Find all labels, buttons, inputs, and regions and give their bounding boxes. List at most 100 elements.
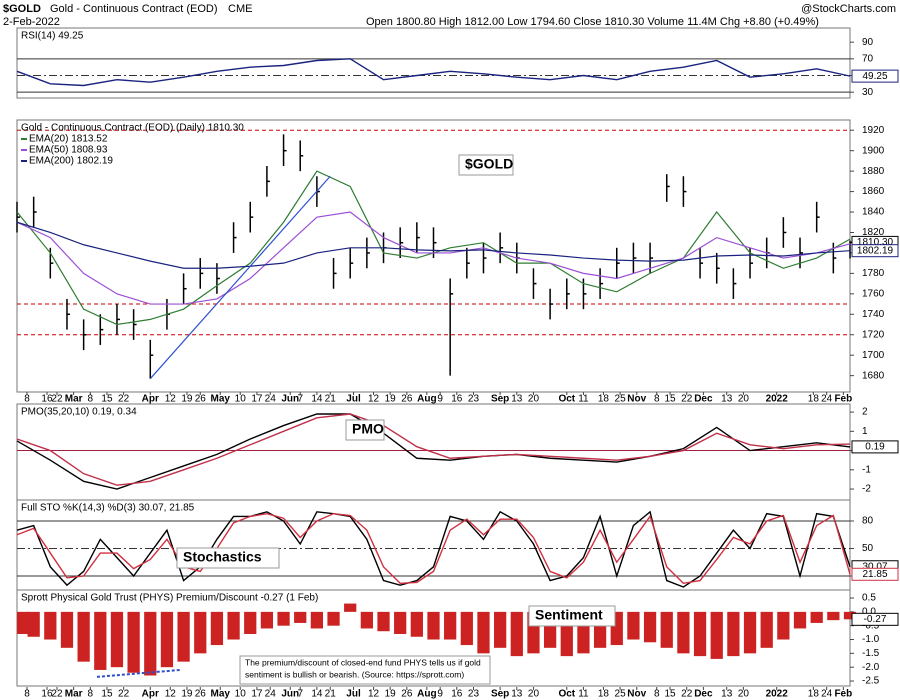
instrument-name: Gold - Continuous Contract (EOD): [50, 3, 218, 15]
x-tick-label: Nov: [627, 689, 646, 700]
panel-label: Sprott Physical Gold Trust (PHYS) Premiu…: [21, 593, 318, 604]
x-tick-label: 25: [615, 394, 627, 405]
bar: [377, 611, 390, 632]
bar: [827, 611, 840, 621]
series-line: [16, 413, 851, 486]
x-tick-label: Jul: [346, 394, 361, 405]
bar: [194, 611, 207, 654]
y-tick-label: 1740: [862, 309, 885, 320]
annotation: Stochastics: [183, 549, 262, 565]
value-tag-box: [851, 567, 899, 581]
y-tick-label: 1840: [862, 207, 885, 218]
date: 2-Feb-2022: [3, 16, 60, 28]
annotation-box: [176, 547, 280, 569]
x-tick-label: 7: [297, 689, 303, 700]
y-tick-label: 2: [862, 407, 868, 418]
value-tag: 1802.19: [857, 245, 894, 256]
series-line: [16, 58, 851, 87]
x-tick-label: 20: [528, 394, 540, 405]
bar: [94, 611, 107, 670]
bar: [410, 611, 423, 637]
x-tick-label: Oct: [558, 689, 575, 700]
x-tick-label: Feb: [834, 689, 852, 700]
y-tick-label: -2.5: [862, 676, 880, 687]
x-tick-label: May: [211, 394, 231, 405]
x-tick-label: 12: [368, 394, 380, 405]
bar: [210, 611, 224, 646]
bar: [427, 611, 440, 640]
x-tick-label: 26: [195, 394, 207, 405]
bar: [160, 611, 174, 668]
annotation-box: [528, 605, 616, 627]
x-tick-label: 15: [101, 394, 113, 405]
value-tag-box: [851, 244, 899, 258]
annotation: $GOLD: [465, 156, 513, 172]
panel-label: Gold - Continuous Contract (EOD) (Daily)…: [21, 123, 244, 134]
x-tick-label: Apr: [142, 689, 159, 700]
x-tick-label: Jun: [281, 689, 299, 700]
value-tag: 30.07: [862, 561, 887, 572]
x-tick-label: 21: [325, 394, 337, 405]
x-tick-label: 19: [181, 394, 193, 405]
x-tick-label: Jun: [281, 394, 299, 405]
bar: [660, 611, 673, 648]
series-line: [16, 211, 851, 305]
y-tick-label: -2.0: [862, 662, 880, 673]
bar: [743, 611, 757, 654]
x-tick-label: 19: [385, 394, 397, 405]
panel-label: RSI(14) 49.25: [21, 31, 84, 42]
y-tick-label: 1900: [862, 145, 885, 156]
y-tick-label: 30: [862, 87, 874, 98]
x-tick-label: 16: [41, 689, 53, 700]
x-tick-label: 12: [165, 394, 177, 405]
x-tick-label: 9: [437, 689, 443, 700]
note-line: sentiment is bullish or bearish. (Source…: [245, 669, 464, 679]
bar: [360, 611, 373, 629]
bar: [310, 611, 324, 629]
x-tick-label: Jul: [346, 689, 361, 700]
bar: [477, 611, 490, 654]
bar: [777, 611, 790, 640]
y-tick-label: -0.5: [862, 620, 880, 631]
panel-frame: [16, 27, 851, 99]
x-tick-label: 18: [598, 689, 610, 700]
bar: [710, 611, 723, 659]
bar: [810, 611, 823, 623]
x-tick-label: 22: [681, 689, 693, 700]
bar: [17, 611, 30, 634]
bar: [843, 611, 857, 620]
y-tick-label: 1720: [862, 329, 885, 340]
bar: [727, 611, 740, 657]
panel-label: PMO(35,20,10) 0.19, 0.34: [21, 407, 137, 418]
x-tick-label: 21: [325, 689, 337, 700]
annotation-box: [345, 419, 385, 441]
bar: [27, 611, 40, 637]
y-tick-label: 1680: [862, 370, 885, 381]
x-tick-label: 8: [654, 689, 660, 700]
bar: [394, 611, 407, 634]
exchange: CME: [228, 3, 252, 15]
x-tick-label: Feb: [834, 394, 852, 405]
bar: [177, 611, 190, 662]
y-tick-label: -1.0: [862, 634, 880, 645]
bar: [227, 611, 240, 640]
x-tick-label: 8: [24, 394, 30, 405]
y-tick-label: -2: [862, 484, 871, 495]
x-tick-label: 15: [665, 689, 677, 700]
bar: [444, 611, 457, 640]
y-tick-label: 1920: [862, 125, 885, 136]
x-tick-label: Sep: [491, 689, 509, 700]
bar: [277, 611, 290, 626]
y-tick-label: 1860: [862, 186, 885, 197]
x-tick-label: Dec: [694, 689, 713, 700]
bar: [44, 611, 57, 640]
y-tick-label: 1: [862, 426, 868, 437]
bar: [510, 611, 523, 657]
value-tag: 1810.30: [857, 237, 894, 248]
x-tick-label: Apr: [142, 394, 159, 405]
x-tick-label: 16: [451, 394, 463, 405]
x-tick-label: 17: [251, 689, 263, 700]
x-tick-label: 24: [821, 689, 833, 700]
x-tick-label: 8: [88, 394, 94, 405]
